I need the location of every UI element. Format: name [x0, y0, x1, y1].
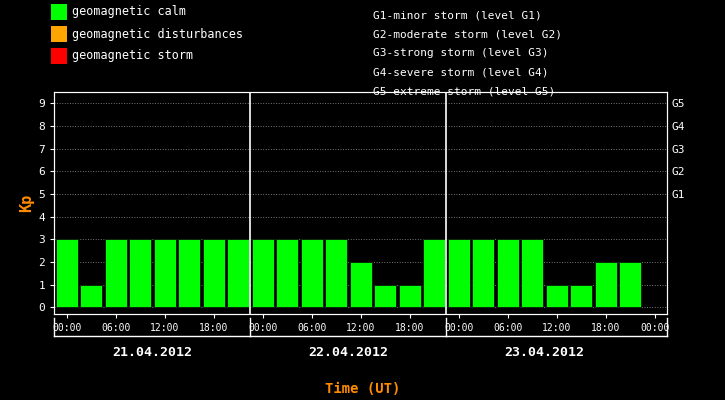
- Text: G3-strong storm (level G3): G3-strong storm (level G3): [373, 48, 549, 58]
- Text: geomagnetic disturbances: geomagnetic disturbances: [72, 28, 244, 40]
- Bar: [227, 239, 249, 307]
- Bar: [202, 239, 225, 307]
- Bar: [570, 284, 592, 307]
- Text: 21.04.2012: 21.04.2012: [112, 346, 192, 358]
- Bar: [252, 239, 274, 307]
- Text: G2-moderate storm (level G2): G2-moderate storm (level G2): [373, 29, 563, 39]
- Y-axis label: Kp: Kp: [20, 194, 34, 212]
- Bar: [374, 284, 397, 307]
- Bar: [447, 239, 470, 307]
- Bar: [325, 239, 347, 307]
- Bar: [497, 239, 519, 307]
- Bar: [276, 239, 298, 307]
- Bar: [301, 239, 323, 307]
- Bar: [521, 239, 543, 307]
- Bar: [104, 239, 127, 307]
- Bar: [56, 239, 78, 307]
- Bar: [594, 262, 617, 307]
- Bar: [546, 284, 568, 307]
- Bar: [423, 239, 445, 307]
- Bar: [80, 284, 102, 307]
- Bar: [399, 284, 420, 307]
- Text: geomagnetic storm: geomagnetic storm: [72, 50, 194, 62]
- Bar: [178, 239, 200, 307]
- Bar: [619, 262, 642, 307]
- Bar: [349, 262, 372, 307]
- Text: geomagnetic calm: geomagnetic calm: [72, 6, 186, 18]
- Text: G4-severe storm (level G4): G4-severe storm (level G4): [373, 68, 549, 78]
- Text: G5-extreme storm (level G5): G5-extreme storm (level G5): [373, 87, 555, 97]
- Text: 22.04.2012: 22.04.2012: [308, 346, 389, 358]
- Text: 23.04.2012: 23.04.2012: [505, 346, 584, 358]
- Bar: [154, 239, 175, 307]
- Text: Time (UT): Time (UT): [325, 382, 400, 396]
- Text: G1-minor storm (level G1): G1-minor storm (level G1): [373, 10, 542, 20]
- Bar: [472, 239, 494, 307]
- Bar: [129, 239, 152, 307]
